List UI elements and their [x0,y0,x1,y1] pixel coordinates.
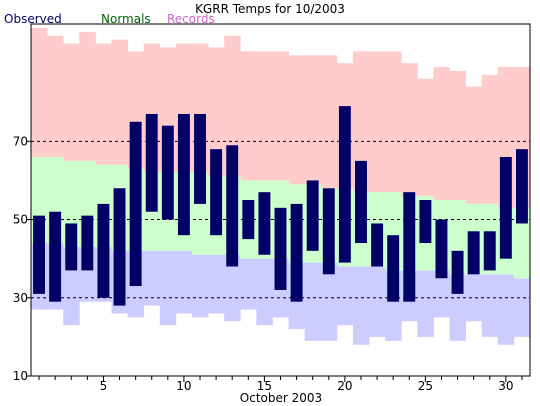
record-high-band-day-6 [111,39,128,165]
record-high-band-day-21 [352,51,370,193]
record-high-band-day-1 [31,27,48,157]
observed-bar-day-17 [290,203,303,302]
record-low-band-day-12 [208,254,225,314]
record-high-band-day-4 [79,31,96,161]
chart-title: KGRR Temps for 10/2003 [195,2,345,16]
record-low-band-day-8 [143,250,161,306]
axes: 10 30 50 70 5 10 15 20 25 30 [13,134,523,393]
observed-bar-day-31 [515,149,528,224]
record-low-band-day-26 [433,270,450,318]
record-high-band-day-14 [240,51,257,181]
observed-bar-day-25 [419,200,432,244]
observed-bar-day-3 [65,223,78,271]
observed-bar-day-28 [467,231,480,275]
record-high-band-day-3 [63,43,80,161]
record-low-band-day-21 [352,266,370,345]
observed-bar-day-19 [322,188,335,275]
record-low-band-day-22 [369,266,386,337]
legend: Observed Normals Records [4,12,215,26]
record-high-band-day-19 [320,55,338,189]
observed-bar-day-30 [499,156,512,259]
observed-bar-day-18 [306,180,319,251]
observed-bar-day-5 [97,203,110,298]
record-high-band-day-5 [95,43,112,165]
record-high-band-day-17 [288,55,306,185]
record-low-band-day-29 [481,274,499,337]
record-low-band-day-11 [191,254,209,318]
observed-layer [33,106,528,306]
record-low-band-day-13 [224,254,241,322]
record-high-band-day-23 [385,51,402,193]
y-tick-label-50: 50 [13,213,28,227]
x-axis-label: October 2003 [240,391,322,405]
observed-bar-day-8 [145,113,158,212]
record-high-band-day-18 [304,55,322,185]
legend-records: Records [167,12,215,26]
y-tick-label-10: 10 [13,369,28,383]
observed-bar-day-7 [129,121,142,287]
observed-bar-day-2 [49,211,62,302]
observed-bar-day-27 [451,250,464,294]
legend-normals: Normals [101,12,151,26]
y-tick-label-70: 70 [13,134,28,148]
record-low-band-day-10 [175,250,193,314]
record-low-band-day-28 [465,274,483,322]
record-high-band-day-16 [272,51,289,181]
record-high-band-day-26 [433,67,450,201]
record-high-band-day-25 [417,78,434,197]
x-tick-label-10: 10 [176,379,191,393]
record-low-band-day-20 [336,266,354,326]
record-high-band-day-28 [465,86,483,204]
observed-bar-day-22 [371,223,384,267]
record-low-band-day-30 [497,274,515,345]
observed-bar-day-6 [113,188,126,306]
observed-bar-day-24 [403,192,416,302]
observed-bar-day-10 [177,113,190,236]
record-high-band-day-15 [256,51,273,181]
observed-bar-day-16 [274,207,287,290]
observed-bar-day-15 [258,192,271,255]
observed-bar-day-14 [242,200,255,240]
observed-bar-day-23 [387,235,400,302]
x-tick-label-25: 25 [418,379,433,393]
record-low-band-day-18 [304,262,322,341]
x-tick-label-15: 15 [257,379,272,393]
record-high-band-day-24 [401,63,418,197]
record-low-band-day-15 [256,258,273,326]
observed-bar-day-26 [435,219,448,279]
record-low-band-day-25 [417,270,434,337]
normal-band-day-31 [513,207,531,279]
record-high-band-day-27 [449,70,467,200]
observed-bar-day-21 [355,160,367,244]
x-tick-label-30: 30 [498,379,513,393]
record-high-band-day-2 [47,35,64,157]
legend-observed: Observed [4,12,62,26]
record-low-band-day-19 [320,262,338,341]
observed-bar-day-11 [194,113,206,204]
x-tick-label-20: 20 [337,379,352,393]
record-low-band-day-14 [240,258,257,310]
y-tick-label-30: 30 [13,291,28,305]
observed-bar-day-29 [483,231,496,271]
record-high-band-day-29 [481,74,499,204]
record-high-band-day-22 [369,51,386,193]
record-low-band-day-31 [513,278,531,337]
observed-bar-day-1 [33,215,46,294]
observed-bar-day-20 [338,106,351,263]
record-low-band-day-9 [159,250,177,326]
observed-bar-day-4 [81,215,94,271]
observed-bar-day-9 [161,125,174,220]
observed-bar-day-12 [210,149,223,236]
x-tick-label-5: 5 [100,379,108,393]
record-high-band-day-12 [208,47,225,177]
observed-bar-day-13 [226,145,239,267]
